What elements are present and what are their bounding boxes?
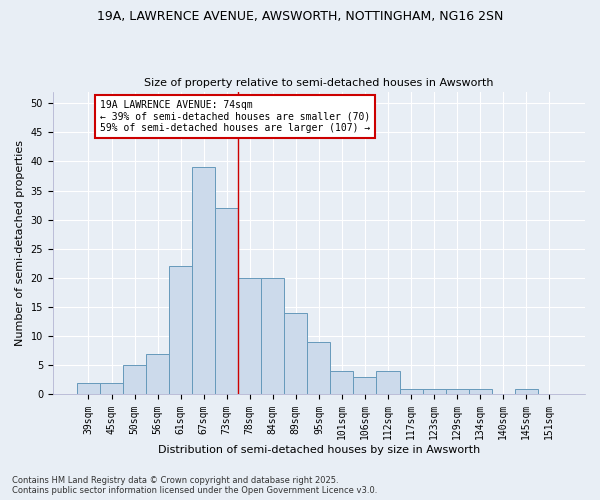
Bar bbox=[400, 388, 422, 394]
Bar bbox=[192, 168, 215, 394]
Bar bbox=[469, 388, 491, 394]
Text: 19A LAWRENCE AVENUE: 74sqm
← 39% of semi-detached houses are smaller (70)
59% of: 19A LAWRENCE AVENUE: 74sqm ← 39% of semi… bbox=[100, 100, 370, 134]
Bar bbox=[100, 383, 123, 394]
Bar bbox=[238, 278, 261, 394]
Bar bbox=[376, 371, 400, 394]
Bar bbox=[446, 388, 469, 394]
X-axis label: Distribution of semi-detached houses by size in Awsworth: Distribution of semi-detached houses by … bbox=[158, 445, 480, 455]
Bar bbox=[146, 354, 169, 395]
Title: Size of property relative to semi-detached houses in Awsworth: Size of property relative to semi-detach… bbox=[144, 78, 494, 88]
Bar bbox=[353, 377, 376, 394]
Bar bbox=[284, 313, 307, 394]
Bar bbox=[422, 388, 446, 394]
Bar bbox=[307, 342, 331, 394]
Bar bbox=[77, 383, 100, 394]
Bar bbox=[123, 366, 146, 394]
Bar bbox=[215, 208, 238, 394]
Bar bbox=[331, 371, 353, 394]
Text: Contains HM Land Registry data © Crown copyright and database right 2025.
Contai: Contains HM Land Registry data © Crown c… bbox=[12, 476, 377, 495]
Bar bbox=[515, 388, 538, 394]
Text: 19A, LAWRENCE AVENUE, AWSWORTH, NOTTINGHAM, NG16 2SN: 19A, LAWRENCE AVENUE, AWSWORTH, NOTTINGH… bbox=[97, 10, 503, 23]
Y-axis label: Number of semi-detached properties: Number of semi-detached properties bbox=[15, 140, 25, 346]
Bar bbox=[261, 278, 284, 394]
Bar bbox=[169, 266, 192, 394]
